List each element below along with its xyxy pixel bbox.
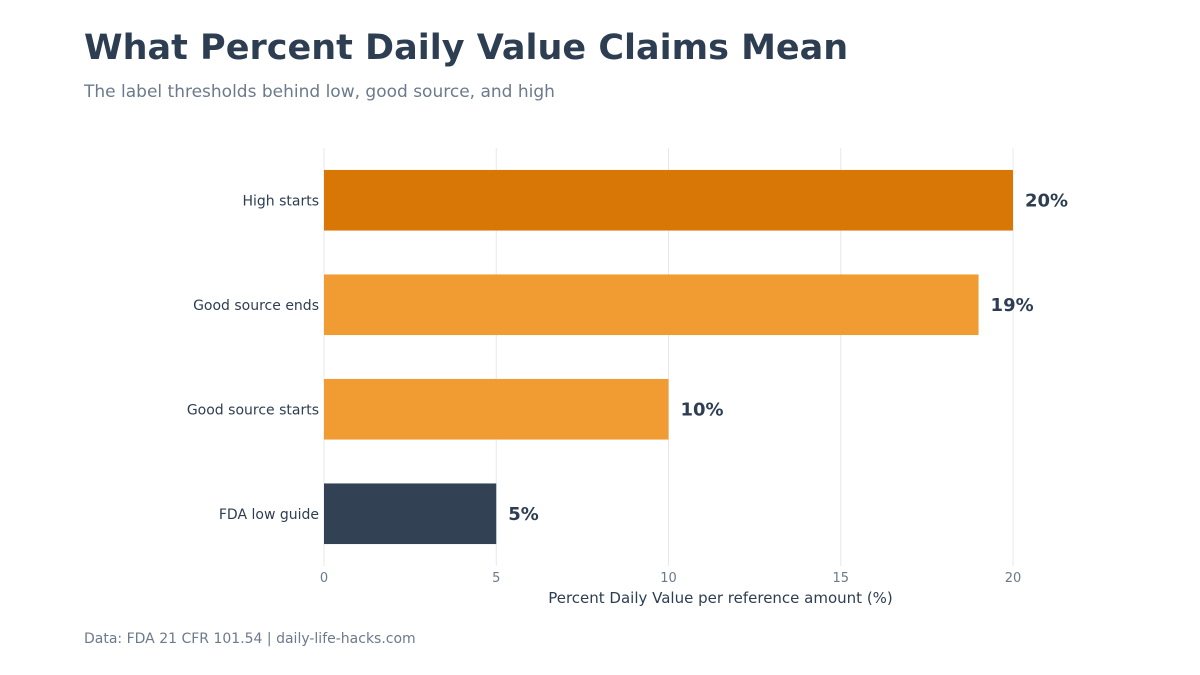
- source-footer: Data: FDA 21 CFR 101.54 | daily-life-hac…: [84, 631, 416, 647]
- x-tick-label: 15: [832, 571, 849, 586]
- bar: [324, 483, 497, 545]
- category-label: High starts: [242, 193, 319, 209]
- x-axis-title: Percent Daily Value per reference amount…: [548, 589, 893, 607]
- bars: [324, 169, 1013, 545]
- value-label: 5%: [508, 504, 539, 525]
- category-label: Good source starts: [187, 402, 319, 418]
- x-tick-label: 10: [660, 571, 677, 586]
- value-label: 10%: [681, 399, 724, 420]
- labels: 0 5 10 15 20 High starts 20% Good source ends 19…: [187, 190, 1068, 586]
- category-label: Good source ends: [193, 298, 319, 314]
- value-label: 19%: [991, 295, 1034, 316]
- x-tick-label: 20: [1005, 571, 1022, 586]
- chart-subtitle: The label thresholds behind low, good so…: [84, 82, 555, 102]
- chart-title: What Percent Daily Value Claims Mean: [84, 28, 849, 68]
- bar: [324, 274, 979, 336]
- bar: [324, 378, 669, 440]
- x-tick-label: 5: [492, 571, 500, 586]
- category-label: FDA low guide: [219, 507, 319, 523]
- bar: [324, 169, 1013, 231]
- x-tick-label: 0: [320, 571, 328, 586]
- value-label: 20%: [1025, 190, 1068, 211]
